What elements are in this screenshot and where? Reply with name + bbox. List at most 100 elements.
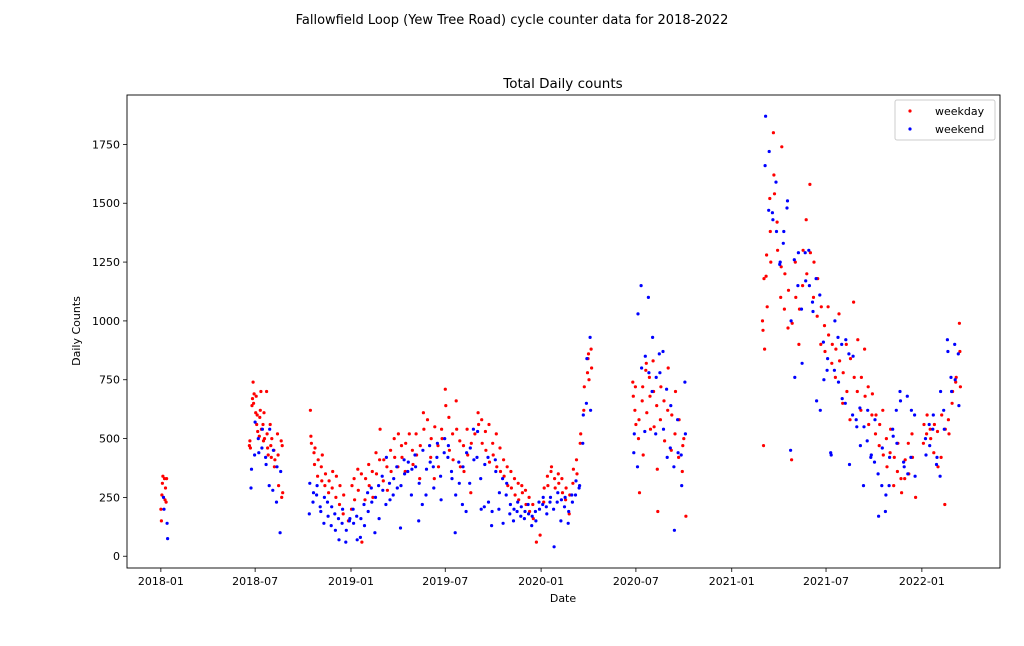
weekday-point <box>487 460 492 464</box>
legend: weekday weekend <box>894 99 996 141</box>
weekday-point <box>265 432 269 436</box>
weekday-point <box>254 394 258 398</box>
weekend-point <box>413 453 417 457</box>
weekday-point <box>280 444 284 448</box>
weekday-point <box>476 411 480 415</box>
weekday-point <box>895 469 900 474</box>
weekday-point <box>662 399 666 403</box>
weekday-point <box>414 432 418 436</box>
weekday-point <box>258 415 262 419</box>
weekend-point <box>872 460 877 464</box>
weekday-point <box>881 453 885 457</box>
weekend-point <box>957 404 961 408</box>
weekday-point <box>582 408 586 412</box>
weekday-point <box>571 467 576 471</box>
y-axis-label: Daily Counts <box>70 296 83 366</box>
weekday-point <box>779 295 783 299</box>
weekday-point <box>331 469 335 474</box>
legend-label-weekend: weekend <box>935 123 984 136</box>
weekend-point <box>402 458 406 462</box>
weekday-point <box>312 462 317 467</box>
weekend-point <box>836 335 840 339</box>
weekend-point <box>264 462 268 467</box>
weekend-point <box>544 505 548 509</box>
weekend-point <box>417 519 421 523</box>
weekend-point <box>792 258 796 262</box>
weekday-point <box>885 465 889 469</box>
weekday-point <box>838 359 842 363</box>
weekend-point <box>818 293 822 297</box>
weekday-point <box>760 319 765 323</box>
weekday-point <box>950 401 954 405</box>
weekend-point <box>807 248 811 252</box>
weekday-point <box>313 446 317 450</box>
weekday-point <box>272 465 276 469</box>
weekday-point <box>320 479 324 483</box>
weekday-point <box>451 432 455 436</box>
weekend-point <box>373 495 378 499</box>
weekend-point <box>825 368 829 372</box>
weekend-point <box>651 335 655 339</box>
weekend-point <box>523 509 527 514</box>
weekend-point <box>789 448 793 452</box>
weekday-point <box>863 347 867 351</box>
weekend-point <box>505 481 509 485</box>
weekday-point <box>954 380 958 384</box>
weekend-point <box>511 519 516 523</box>
weekday-point <box>462 469 466 474</box>
weekend-point <box>854 418 858 422</box>
weekend-point <box>668 446 672 450</box>
weekday-point <box>765 305 769 309</box>
weekend-point <box>471 427 475 431</box>
weekend-point <box>559 519 563 523</box>
weekday-point <box>663 439 667 443</box>
weekday-point <box>393 455 397 459</box>
weekend-point <box>585 357 589 361</box>
weekend-point <box>924 453 928 457</box>
weekday-point <box>578 441 582 445</box>
weekday-point <box>255 422 259 427</box>
weekday-point <box>356 467 360 471</box>
weekend-point <box>278 531 282 535</box>
weekday-point <box>480 441 484 445</box>
weekend-point <box>548 495 553 499</box>
weekday-point <box>644 368 648 372</box>
weekend-point <box>956 352 960 356</box>
weekday-point <box>363 498 367 502</box>
weekend-point <box>650 389 654 394</box>
weekend-point <box>573 493 578 497</box>
weekday-point <box>538 533 542 537</box>
weekday-point <box>447 448 451 452</box>
weekday-point <box>666 408 670 412</box>
weekday-point <box>553 486 557 490</box>
weekend-point <box>923 437 928 441</box>
weekend-point <box>862 425 866 429</box>
weekday-point <box>811 295 816 299</box>
weekday-point <box>473 432 477 436</box>
weekend-point <box>858 444 863 448</box>
weekday-point <box>852 300 856 304</box>
weekday-point <box>252 401 256 405</box>
weekday-point <box>159 507 163 511</box>
weekday-point <box>484 448 488 452</box>
weekday-point <box>378 427 382 431</box>
weekday-point <box>261 422 265 427</box>
weekend-point <box>399 484 403 488</box>
weekday-point <box>403 469 407 474</box>
weekend-point <box>482 505 486 509</box>
weekday-point <box>673 432 677 436</box>
weekday-point <box>319 465 323 469</box>
weekday-point <box>830 361 834 365</box>
y-tick-label: 1750 <box>92 138 120 151</box>
weekday-point <box>404 441 408 445</box>
weekend-point <box>446 455 450 459</box>
weekend-point <box>643 354 647 358</box>
weekend-point <box>861 484 866 488</box>
weekend-point <box>253 453 257 457</box>
weekend-point <box>373 531 377 535</box>
weekend-point <box>359 517 363 521</box>
weekday-point <box>906 441 910 445</box>
weekend-point <box>453 531 457 535</box>
weekday-point <box>265 389 269 394</box>
weekday-point <box>903 458 907 462</box>
